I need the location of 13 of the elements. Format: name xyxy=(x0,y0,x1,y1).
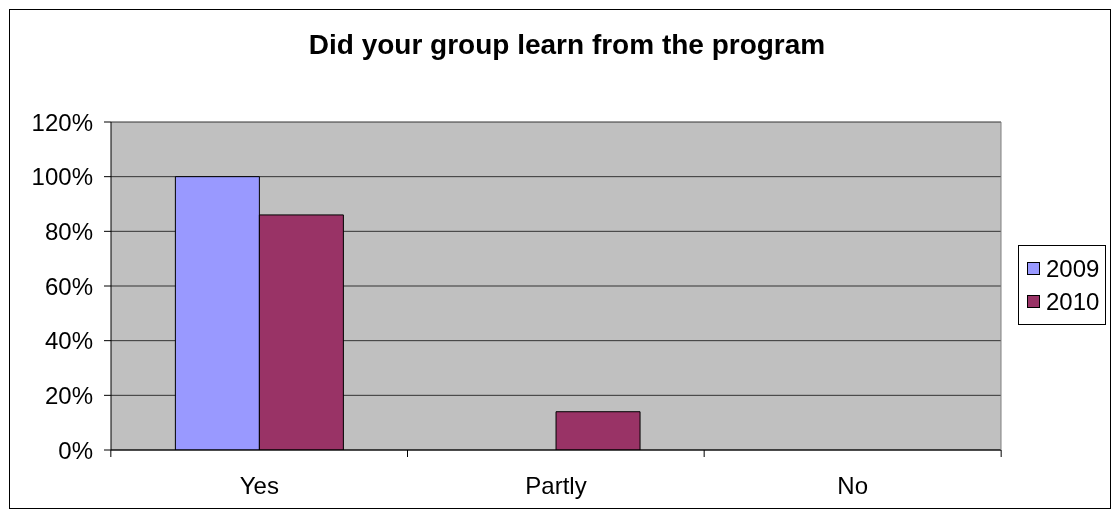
x-tick-label: Partly xyxy=(525,472,587,499)
legend-label: 2010 xyxy=(1046,287,1100,316)
y-tick-label: 80% xyxy=(44,217,93,245)
y-tick-label: 100% xyxy=(31,163,93,191)
y-tick-label: 0% xyxy=(58,436,93,464)
y-tick-label: 40% xyxy=(44,327,93,355)
x-tick-label: No xyxy=(837,472,869,499)
y-tick-label: 120% xyxy=(31,108,93,136)
x-tick-label: Yes xyxy=(239,472,279,499)
y-tick-label: 20% xyxy=(44,381,93,409)
chart-title: Did your group learn from the program xyxy=(307,28,827,62)
legend-label: 2009 xyxy=(1046,254,1100,283)
y-tick-label: 60% xyxy=(44,272,93,300)
